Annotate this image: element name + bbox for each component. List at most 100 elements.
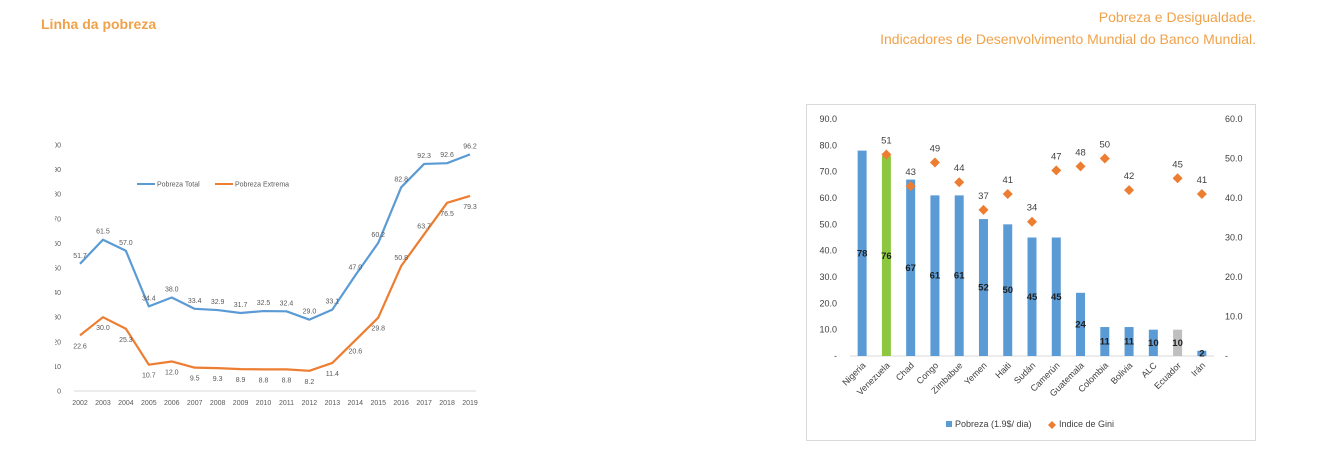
poverty-gini-chart-frame: - 10.0 20.0 30.0 40.0 50.0 60.0 70.0 80.0 90.0 - 10… xyxy=(806,104,1256,441)
data-label: 92.3 xyxy=(417,153,431,160)
data-label: 9.5 xyxy=(190,376,200,383)
legend-entry-gini: Indice de Gini xyxy=(1059,419,1114,429)
legend-entry-poverty: Pobreza (1.9$/ dia) xyxy=(955,419,1032,429)
y-tick-label: 20.0 xyxy=(819,298,837,308)
x-tick-label: 2007 xyxy=(187,400,203,407)
gini-marker xyxy=(1172,173,1183,184)
bar xyxy=(954,195,964,356)
category-label: Irán xyxy=(1189,360,1207,378)
gini-marker xyxy=(1099,153,1110,164)
x-tick-label: 2009 xyxy=(233,400,249,407)
source-caption: Pobreza e Desigualdade. Indicadores de D… xyxy=(880,6,1256,50)
poverty-line-chart: 0 10 20 30 40 50 60 70 80 90 100 2002 2003 2004 2005 20… xyxy=(55,143,478,408)
data-label: 79.3 xyxy=(463,204,477,211)
data-label: 11.4 xyxy=(326,371,339,378)
gini-value-label: 49 xyxy=(930,143,941,154)
y-tick-label: - xyxy=(834,351,837,361)
y-tick-label: 80 xyxy=(55,192,61,199)
legend-swatch-gini xyxy=(1048,421,1056,429)
x-tick-label: 2002 xyxy=(72,400,88,407)
data-label: 32.9 xyxy=(211,299,225,306)
data-label: 51.7 xyxy=(73,253,87,260)
gini-value-label: 48 xyxy=(1075,147,1086,158)
bar xyxy=(1173,329,1183,356)
x-tick-label: 2008 xyxy=(210,400,226,407)
legend-entry: Pobreza Total xyxy=(157,182,200,189)
y2-tick-label: - xyxy=(1225,351,1228,361)
data-label: 12.0 xyxy=(165,369,179,376)
data-label: 57.0 xyxy=(119,240,133,247)
bar-value-label: 61 xyxy=(930,271,941,282)
bar-value-label: 45 xyxy=(1027,292,1038,303)
bar xyxy=(1076,292,1086,356)
bar-value-label: 76 xyxy=(881,251,892,262)
gini-value-label: 51 xyxy=(881,136,892,147)
data-label: 50.8 xyxy=(394,255,408,262)
y2-tick-label: 60.0 xyxy=(1225,114,1243,124)
bar-value-label: 10 xyxy=(1148,338,1159,349)
x-tick-label: 2005 xyxy=(141,400,157,407)
y-tick-label: 50 xyxy=(55,266,61,273)
data-label: 8.2 xyxy=(305,379,315,386)
gini-marker xyxy=(1051,165,1062,176)
data-label: 29.8 xyxy=(371,326,385,333)
data-label: 82.8 xyxy=(394,176,408,183)
data-label: 9.3 xyxy=(213,376,223,383)
gini-marker xyxy=(978,204,989,215)
gini-value-label: 45 xyxy=(1172,159,1183,170)
y-tick-label: 100 xyxy=(55,143,61,150)
gini-value-label: 42 xyxy=(1124,171,1135,182)
y-tick-label: 60.0 xyxy=(819,193,837,203)
x-tick-label: 2004 xyxy=(118,400,134,407)
y-tick-label: 10.0 xyxy=(819,325,837,335)
bar xyxy=(1148,329,1158,356)
bar xyxy=(1003,224,1013,356)
bar xyxy=(906,179,916,356)
bar-value-label: 11 xyxy=(1100,337,1111,348)
gini-marker xyxy=(929,157,940,168)
bar-value-label: 11 xyxy=(1124,337,1135,348)
y-tick-label: 60 xyxy=(55,241,61,248)
bar-value-label: 78 xyxy=(857,248,868,259)
category-label: ALC xyxy=(1139,360,1159,380)
gini-marker xyxy=(881,149,892,160)
x-tick-label: 2014 xyxy=(348,400,364,407)
source-line-2: Indicadores de Desenvolvimento Mundial d… xyxy=(880,31,1256,47)
legend-swatch-bar xyxy=(946,421,952,427)
y2-tick-label: 10.0 xyxy=(1225,312,1243,322)
gini-value-label: 47 xyxy=(1051,151,1062,162)
x-tick-label: 2016 xyxy=(393,400,409,407)
poverty-gini-bar-chart: - 10.0 20.0 30.0 40.0 50.0 60.0 70.0 80.0 90.0 - 10… xyxy=(819,114,1243,429)
y-tick-label: 70.0 xyxy=(819,167,837,177)
data-label: 33.1 xyxy=(326,299,340,306)
x-tick-label: 2015 xyxy=(370,400,386,407)
data-label: 32.4 xyxy=(280,300,294,307)
series-line xyxy=(79,153,471,321)
y-tick-label: 80.0 xyxy=(819,140,837,150)
x-tick-label: 2019 xyxy=(462,400,478,407)
data-label: 38.0 xyxy=(165,287,179,294)
y2-tick-label: 40.0 xyxy=(1225,193,1243,203)
data-label: 20.6 xyxy=(348,348,362,355)
x-tick-label: 2013 xyxy=(325,400,341,407)
y-tick-label: 40.0 xyxy=(819,246,837,256)
category-label: Ecuador xyxy=(1152,360,1183,391)
gini-marker xyxy=(1124,185,1135,196)
y2-tick-label: 30.0 xyxy=(1225,233,1243,243)
x-tick-label: 2017 xyxy=(416,400,432,407)
y-tick-label: 30.0 xyxy=(819,272,837,282)
y-tick-label: 30 xyxy=(55,315,61,322)
gini-value-label: 34 xyxy=(1027,203,1038,214)
bar-value-label: 52 xyxy=(978,283,989,294)
source-line-1: Pobreza e Desigualdade. xyxy=(1098,9,1256,25)
category-label: Haiti xyxy=(993,360,1013,380)
gini-value-label: 37 xyxy=(978,191,989,202)
y-tick-label: 20 xyxy=(55,339,61,346)
category-label: Yemen xyxy=(962,360,989,387)
data-label: 8.8 xyxy=(259,377,269,384)
bar xyxy=(1197,350,1207,356)
y-tick-label: 70 xyxy=(55,216,61,223)
data-label: 76.5 xyxy=(440,211,454,218)
data-label: 92.6 xyxy=(440,152,454,159)
y-tick-label: 90.0 xyxy=(819,114,837,124)
